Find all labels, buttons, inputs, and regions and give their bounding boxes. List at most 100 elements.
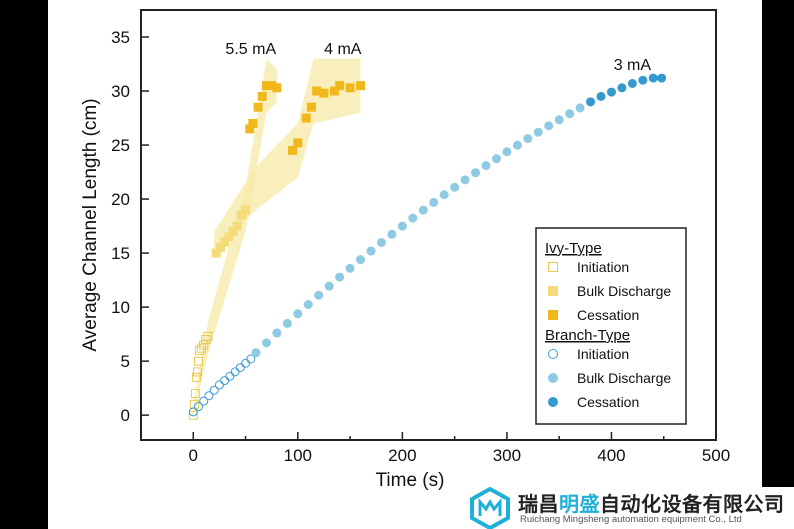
legend-marker — [548, 373, 558, 383]
x-tick-label: 500 — [702, 446, 730, 465]
data-point — [257, 91, 267, 101]
y-tick-label: 15 — [111, 244, 130, 263]
watermark-company-en: Ruichang Mingsheng automation equipment … — [520, 514, 742, 525]
data-point — [648, 73, 658, 83]
data-point — [366, 246, 376, 256]
data-point — [191, 372, 201, 382]
data-point — [203, 331, 213, 341]
legend-marker — [548, 397, 558, 407]
current-label: 3 mA — [614, 57, 652, 74]
y-tick-label: 30 — [111, 82, 130, 101]
data-point — [248, 118, 258, 128]
legend-group-title: Branch-Type — [545, 327, 630, 344]
data-point — [272, 328, 282, 338]
data-point — [554, 115, 564, 125]
data-point — [288, 145, 298, 155]
y-tick-label: 20 — [111, 190, 130, 209]
y-tick-label: 0 — [121, 406, 130, 425]
data-point — [439, 190, 449, 200]
data-point — [544, 121, 554, 131]
data-point — [512, 140, 522, 150]
error-band — [214, 58, 361, 254]
data-point — [335, 81, 345, 91]
data-point — [345, 83, 355, 93]
data-point — [450, 182, 460, 192]
data-point — [356, 255, 366, 265]
legend-item-label: Bulk Discharge — [577, 283, 671, 299]
watermark-company-cn: 瑞昌明盛自动化设备有限公司 — [518, 488, 785, 517]
data-point — [209, 385, 219, 395]
current-label: 5.5 mA — [225, 41, 276, 58]
y-tick-label: 10 — [111, 298, 130, 317]
legend-box — [535, 227, 687, 425]
legend-item-label: Cessation — [577, 307, 639, 323]
data-point — [190, 389, 200, 399]
data-point — [194, 356, 203, 366]
data-point — [314, 290, 324, 300]
data-point — [329, 86, 339, 96]
data-point — [575, 103, 585, 113]
data-point — [657, 73, 667, 83]
data-point — [272, 83, 282, 93]
left-black-border — [0, 0, 48, 529]
legend-marker — [548, 286, 558, 296]
data-point — [199, 340, 209, 350]
data-point — [251, 348, 261, 358]
data-point — [204, 391, 214, 401]
wm-cn-a: 瑞昌 — [518, 494, 559, 516]
data-point — [188, 407, 198, 417]
data-point — [246, 354, 256, 364]
data-point — [387, 229, 397, 239]
data-point — [596, 91, 606, 101]
legend-marker — [548, 262, 558, 272]
legend-group-title: Ivy-Type — [545, 240, 602, 257]
data-point — [232, 221, 242, 231]
data-point — [429, 197, 439, 207]
legend-marker — [548, 310, 558, 320]
data-point — [194, 402, 203, 412]
data-point — [356, 81, 366, 91]
data-point — [261, 338, 271, 348]
watermark: 瑞昌明盛自动化设备有限公司 Ruichang Mingsheng automat… — [462, 487, 794, 529]
legend-marker — [548, 349, 558, 359]
data-point — [235, 363, 245, 373]
data-point — [312, 86, 322, 96]
plot-frame — [140, 9, 717, 441]
wm-cn-b: 明盛 — [559, 494, 600, 516]
right-black-border — [762, 0, 794, 487]
data-point — [533, 127, 543, 137]
data-point — [188, 410, 198, 420]
x-tick-label: 400 — [597, 446, 625, 465]
x-tick-label: 300 — [493, 446, 521, 465]
x-tick-label: 200 — [388, 446, 416, 465]
data-point — [638, 75, 648, 85]
data-point — [408, 213, 418, 223]
x-tick-label: 0 — [189, 446, 198, 465]
legend: Ivy-Type Initiation Bulk Discharge Cessatio… — [535, 227, 687, 425]
data-point — [241, 205, 251, 215]
y-tick-label: 5 — [121, 352, 130, 371]
error-band — [193, 58, 277, 416]
data-point — [397, 221, 407, 231]
data-point — [324, 281, 334, 291]
legend-item-label: Initiation — [577, 259, 629, 275]
x-axis-label: Time (s) — [376, 470, 445, 491]
data-point — [335, 272, 345, 282]
data-point — [319, 88, 329, 98]
data-point — [481, 161, 491, 171]
data-point — [241, 358, 251, 368]
data-point — [214, 380, 224, 390]
current-label: 4 mA — [324, 41, 362, 58]
data-point — [197, 343, 207, 353]
data-point — [376, 238, 386, 248]
data-point — [301, 113, 311, 123]
data-point — [418, 205, 428, 215]
data-point — [293, 138, 303, 148]
data-point — [523, 134, 533, 144]
data-point — [586, 97, 596, 107]
data-point — [192, 367, 202, 377]
y-tick-label: 35 — [111, 28, 130, 47]
data-point — [225, 371, 235, 381]
data-point — [502, 147, 512, 157]
